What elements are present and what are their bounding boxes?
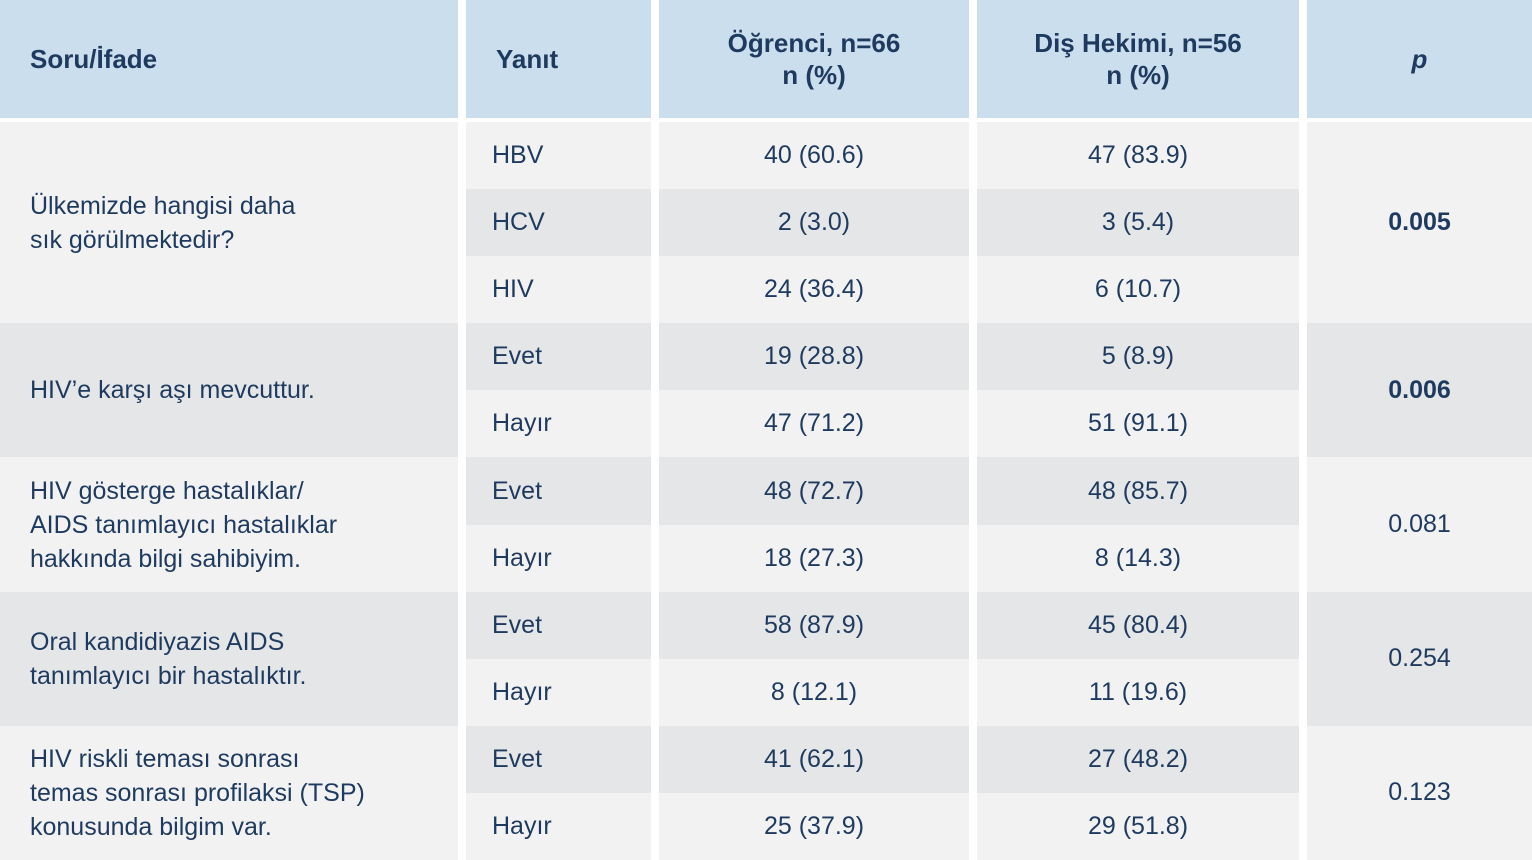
dentist-value-cell: 11 (19.6) [977,658,1299,726]
question-column: Ülkemizde hangisi daha sık görülmektedir… [0,122,458,860]
student-value-cell: 40 (60.6) [659,122,969,190]
question-cell: Oral kandidiyazis AIDS tanımlayıcı bir h… [0,591,458,726]
answer-cell: Evet [466,725,651,793]
student-value-cell: 18 (27.3) [659,524,969,592]
student-value-cell: 25 (37.9) [659,792,969,860]
dentist-value-cell: 5 (8.9) [977,323,1299,391]
student-value-cell: 8 (12.1) [659,658,969,726]
dentist-value-cell: 6 (10.7) [977,256,1299,324]
answer-cell: Hayır [466,524,651,592]
p-column: 0.005 0.006 0.081 0.254 0.123 [1307,122,1532,860]
p-value-cell: 0.006 [1307,323,1532,458]
student-value-cell: 19 (28.8) [659,323,969,391]
dentist-value-cell: 45 (80.4) [977,591,1299,659]
dentist-value-cell: 27 (48.2) [977,725,1299,793]
column-header-p: p [1307,0,1532,118]
dentist-value-cell: 51 (91.1) [977,390,1299,458]
question-cell: HIV’e karşı aşı mevcuttur. [0,323,458,458]
student-value-cell: 24 (36.4) [659,256,969,324]
column-header-dentist: Diş Hekimi, n=56 n (%) [977,0,1299,118]
student-column: 40 (60.6) 2 (3.0) 24 (36.4) 19 (28.8) 47… [659,122,969,860]
question-cell: HIV gösterge hastalıklar/ AIDS tanımlayı… [0,457,458,592]
answer-cell: HCV [466,189,651,257]
p-value-cell: 0.081 [1307,457,1532,592]
student-value-cell: 48 (72.7) [659,457,969,525]
p-value-cell: 0.254 [1307,591,1532,726]
column-header-answer: Yanıt [466,0,651,118]
answer-column: HBV HCV HIV Evet Hayır Evet Hayır Evet H… [466,122,651,860]
p-value-cell: 0.005 [1307,122,1532,324]
student-value-cell: 41 (62.1) [659,725,969,793]
answer-cell: Hayır [466,792,651,860]
dentist-value-cell: 8 (14.3) [977,524,1299,592]
p-value-cell: 0.123 [1307,725,1532,860]
column-header-question: Soru/İfade [0,0,458,118]
answer-cell: Hayır [466,390,651,458]
answer-cell: Evet [466,457,651,525]
dentist-value-cell: 29 (51.8) [977,792,1299,860]
answer-cell: Evet [466,323,651,391]
answer-cell: Evet [466,591,651,659]
answer-cell: HBV [466,122,651,190]
dentist-value-cell: 3 (5.4) [977,189,1299,257]
dentist-value-cell: 47 (83.9) [977,122,1299,190]
question-cell: HIV riskli teması sonrası temas sonrası … [0,725,458,860]
dentist-column: 47 (83.9) 3 (5.4) 6 (10.7) 5 (8.9) 51 (9… [977,122,1299,860]
answer-cell: HIV [466,256,651,324]
student-value-cell: 2 (3.0) [659,189,969,257]
column-header-student: Öğrenci, n=66 n (%) [659,0,969,118]
answer-cell: Hayır [466,658,651,726]
question-cell: Ülkemizde hangisi daha sık görülmektedir… [0,122,458,324]
student-value-cell: 58 (87.9) [659,591,969,659]
dentist-value-cell: 48 (85.7) [977,457,1299,525]
student-value-cell: 47 (71.2) [659,390,969,458]
